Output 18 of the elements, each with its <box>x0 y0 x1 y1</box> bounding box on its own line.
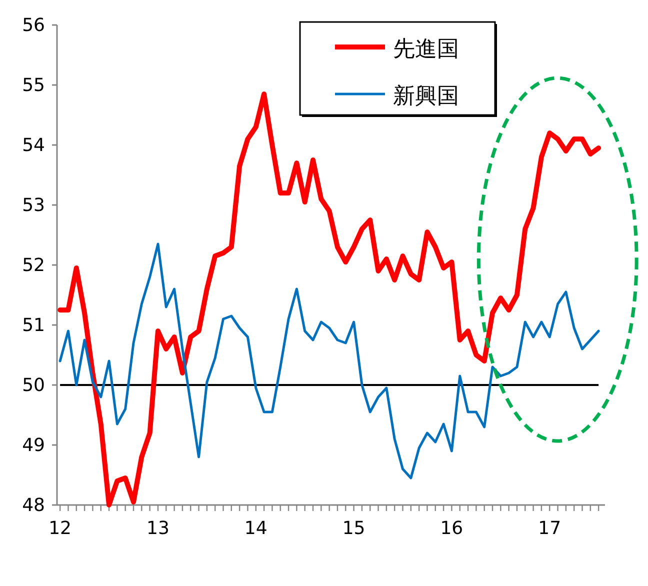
y-tick-label: 54 <box>22 135 45 156</box>
y-tick-label: 49 <box>22 435 45 456</box>
y-tick-label: 52 <box>22 255 45 276</box>
y-tick-label: 53 <box>22 195 45 216</box>
y-tick-label: 50 <box>22 375 45 396</box>
x-tick-label: 13 <box>146 518 170 539</box>
x-tick-label: 15 <box>342 518 366 539</box>
x-tick-label: 17 <box>538 518 562 539</box>
y-tick-label: 56 <box>22 15 45 36</box>
legend-label: 先進国 <box>393 37 459 62</box>
y-tick-label: 55 <box>22 75 45 96</box>
y-tick-label: 51 <box>22 315 45 336</box>
legend-label: 新興国 <box>393 84 459 109</box>
x-tick-label: 12 <box>48 518 72 539</box>
line-series <box>58 242 600 480</box>
x-tick-label: 16 <box>440 518 464 539</box>
y-tick-label: 48 <box>22 495 45 516</box>
x-tick-label: 14 <box>244 518 268 539</box>
